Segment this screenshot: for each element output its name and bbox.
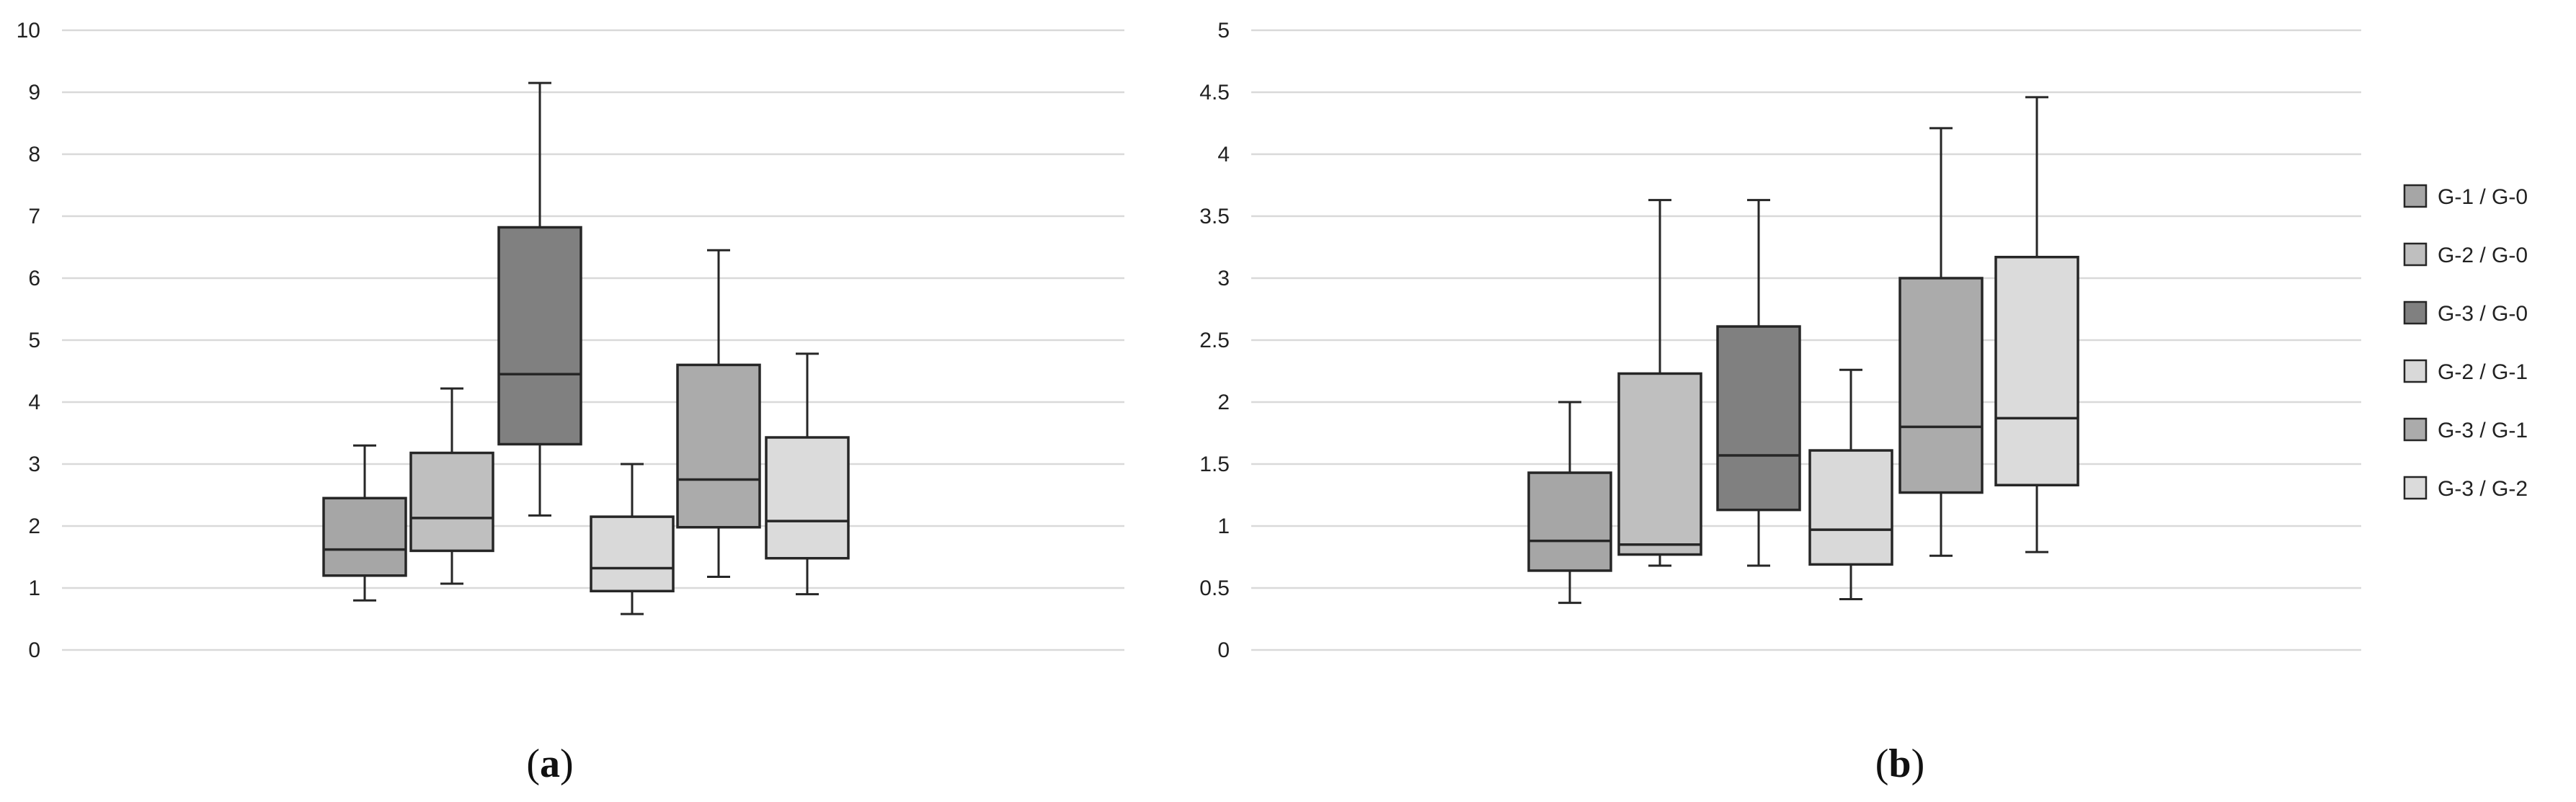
legend-label: G-3 / G-0 (2438, 302, 2528, 326)
legend-item: G-2 / G-0 (2403, 242, 2528, 267)
y-tick-label: 4 (1217, 143, 1230, 166)
y-tick-label: 2 (28, 514, 40, 538)
box-g-2g-1 (590, 463, 675, 615)
box-g-2g-1 (1808, 368, 1893, 600)
iqr-box (1898, 277, 1984, 494)
box-g-2g-0 (1617, 199, 1702, 567)
iqr-box (1994, 256, 2079, 486)
y-tick-label: 7 (28, 205, 40, 228)
legend-item: G-3 / G-0 (2403, 300, 2528, 326)
y-tick-label: 6 (28, 267, 40, 290)
box-g-3g-0 (1716, 199, 1801, 567)
y-tick-label: 10 (17, 19, 40, 43)
y-tick-label: 1 (1217, 514, 1230, 538)
iqr-box (497, 226, 582, 446)
y-tick-label: 2 (1217, 391, 1230, 414)
y-tick-label: 9 (28, 81, 40, 104)
y-tick-label: 3 (1217, 267, 1230, 290)
iqr-box (1716, 325, 1801, 512)
legend-swatch (2403, 242, 2428, 267)
legend-label: G-2 / G-1 (2438, 360, 2528, 384)
y-tick-label: 0 (1217, 638, 1230, 662)
box-g-3g-0 (497, 81, 582, 517)
legend: G-1 / G-0 G-2 / G-0 G-3 / G-0 G-2 / G-1 G-3 … (2403, 184, 2528, 501)
iqr-box (409, 451, 494, 553)
legend-item: G-2 / G-1 (2403, 359, 2528, 384)
legend-swatch (2403, 417, 2428, 442)
y-tick-label: 4.5 (1199, 81, 1230, 104)
chart-panel-b: 0 0.5 1 1.5 2 2.5 3 3.5 4 4.5 5 (1199, 19, 2361, 662)
legend-swatch (2403, 476, 2428, 500)
y-tick-label: 1 (28, 576, 40, 600)
iqr-box (1527, 471, 1612, 572)
box-g-2g-0 (409, 387, 494, 585)
y-tick-label: 2.5 (1199, 329, 1230, 352)
y-tick-label: 3.5 (1199, 205, 1230, 228)
legend-item: G-3 / G-2 (2403, 476, 2528, 501)
y-tick-label: 5 (1217, 19, 1230, 43)
legend-label: G-3 / G-1 (2438, 419, 2528, 442)
box-g-3g-2 (1994, 96, 2079, 553)
legend-label: G-3 / G-2 (2438, 477, 2528, 501)
legend-item: G-3 / G-1 (2403, 417, 2528, 442)
iqr-box (676, 363, 761, 529)
chart-panel-a: 0 1 2 3 4 5 6 7 8 9 10 (17, 19, 1124, 662)
y-tick-label: 5 (28, 329, 40, 352)
panel-label-b: (b) (1875, 741, 1924, 786)
box-g-1g-0 (1527, 401, 1612, 605)
y-tick-label: 4 (28, 391, 40, 414)
iqr-box (322, 496, 407, 577)
y-tick-label: 1.5 (1199, 453, 1230, 476)
legend-swatch (2403, 300, 2428, 325)
legend-swatch (2403, 184, 2428, 208)
y-tick-label: 0 (28, 638, 40, 662)
iqr-box (590, 515, 675, 593)
y-tick-label: 8 (28, 143, 40, 166)
y-tick-label: 3 (28, 453, 40, 476)
box-g-3g-1 (1898, 127, 1984, 557)
iqr-box (1808, 449, 1893, 566)
panel-label-a: (a) (526, 741, 573, 786)
legend-label: G-1 / G-0 (2438, 185, 2528, 209)
box-g-1g-0 (322, 444, 407, 602)
legend-item: G-1 / G-0 (2403, 184, 2528, 209)
iqr-box (1617, 372, 1702, 556)
legend-label: G-2 / G-0 (2438, 244, 2528, 267)
box-g-3g-1 (676, 249, 761, 579)
y-tick-label: 0.5 (1199, 576, 1230, 600)
legend-swatch (2403, 359, 2428, 383)
box-g-3g-2 (765, 352, 850, 596)
iqr-box (765, 436, 850, 560)
